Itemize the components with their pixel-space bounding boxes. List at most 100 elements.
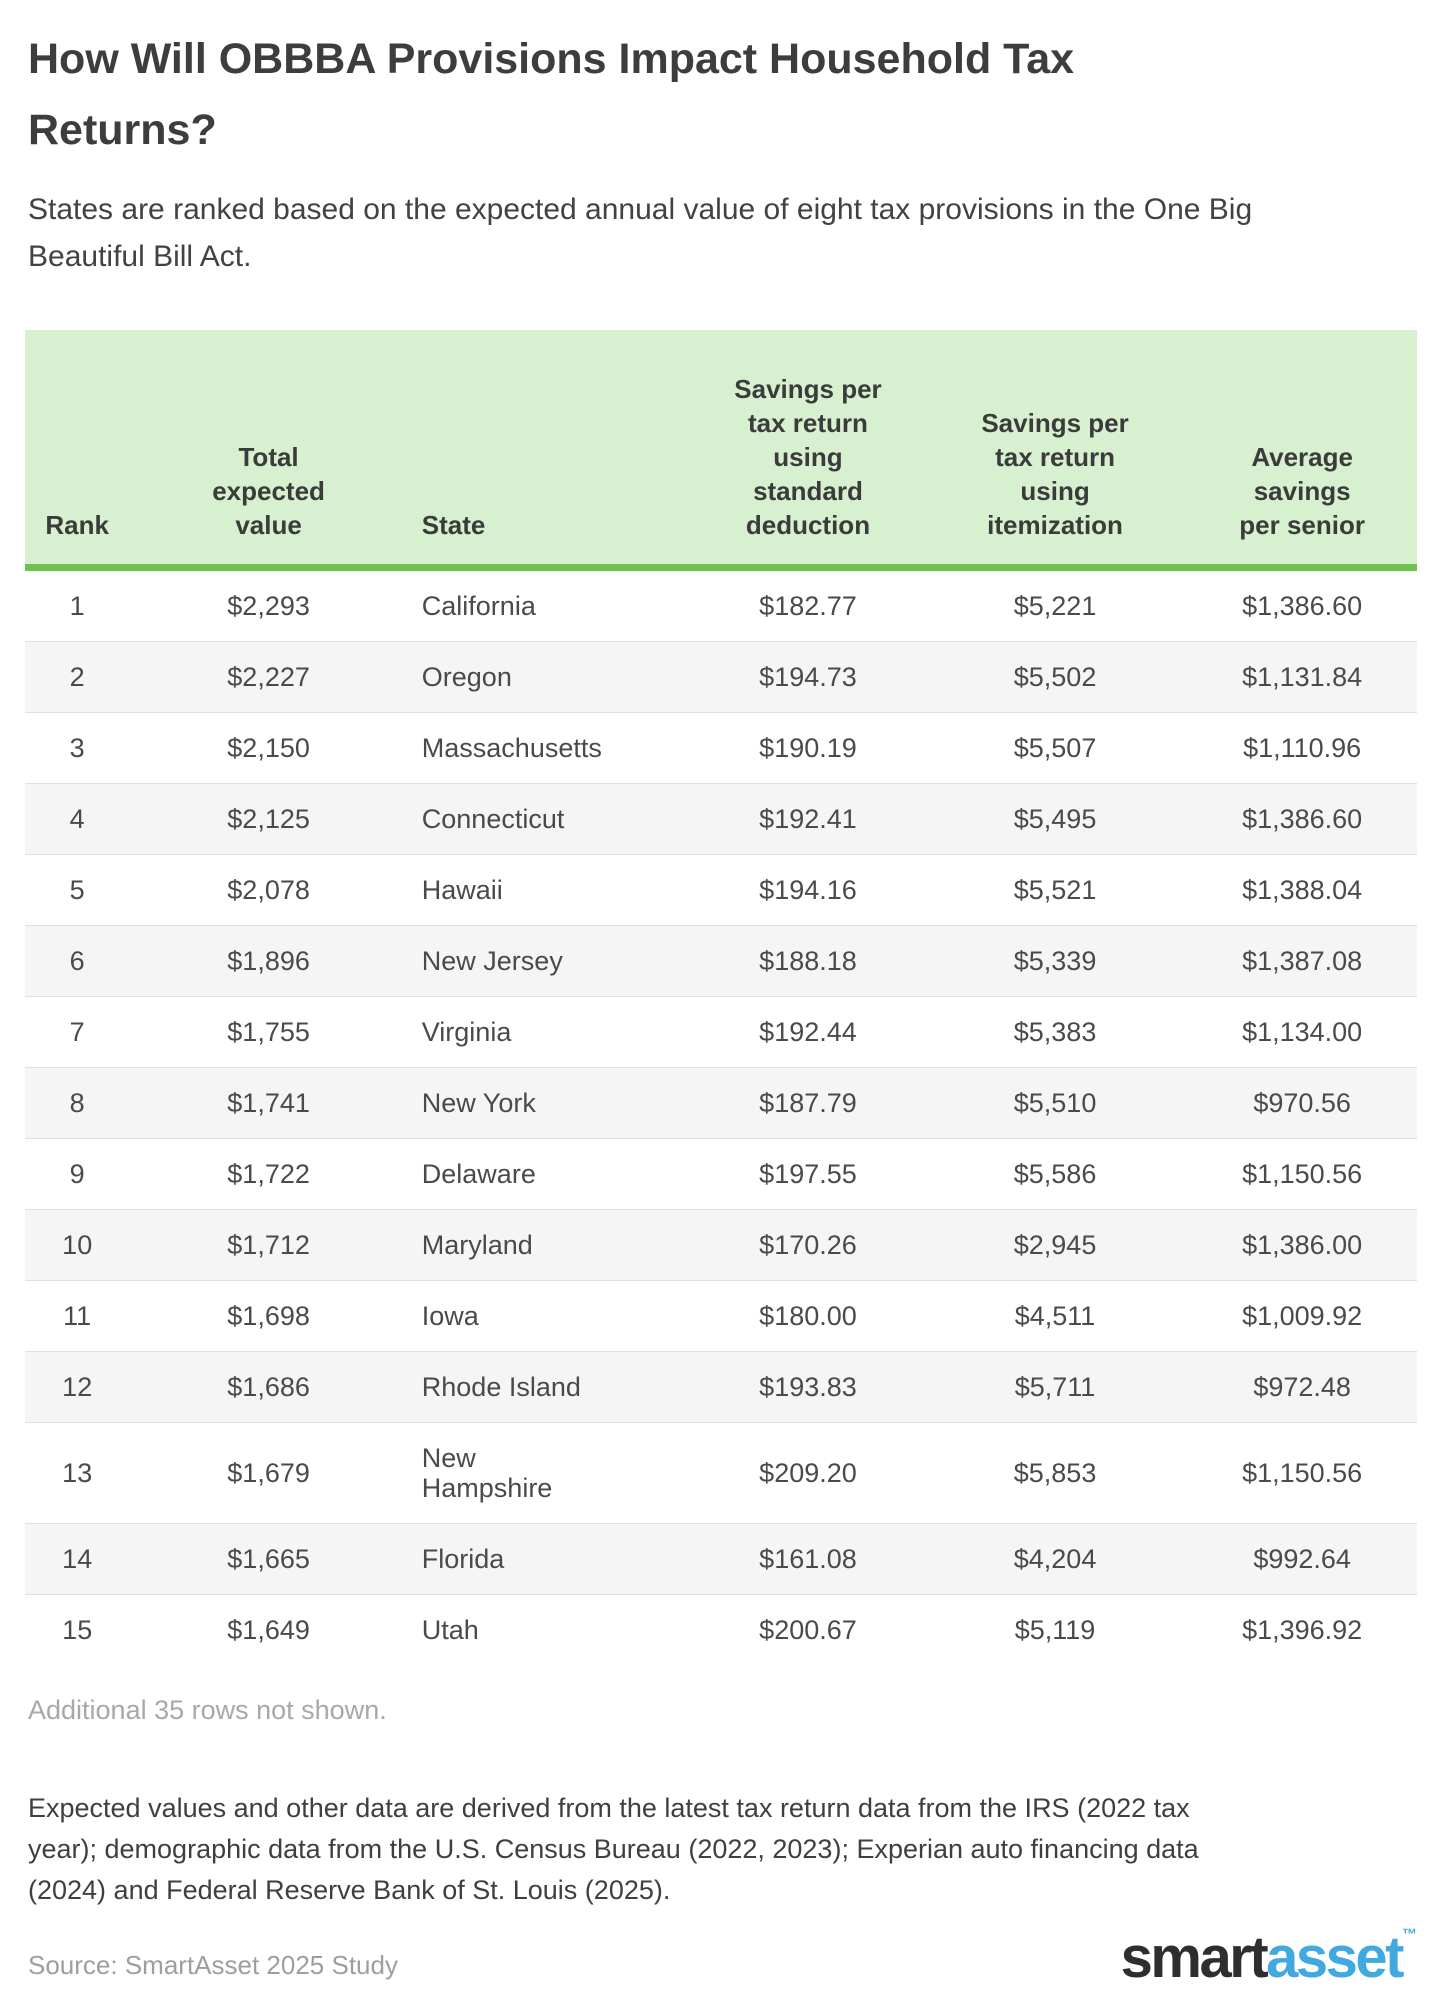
cell-state: New York xyxy=(421,1088,536,1118)
cell-rank: 5 xyxy=(69,875,85,905)
column-header-total_expected_value: Total expected value xyxy=(129,330,408,571)
cell-rank: 14 xyxy=(62,1544,93,1574)
cell-avg_savings_per_senior: $1,009.92 xyxy=(1242,1301,1363,1331)
cell-state: California xyxy=(421,591,536,621)
state-rankings-table: Rank Total expected value State Savings per… xyxy=(25,330,1417,1665)
logo-smart-text: smart xyxy=(1120,1925,1269,1990)
table-row: 9 $1,722 Delaware $197.55 $5,586 $1,150.56 xyxy=(25,1138,1417,1210)
table-row: 13 $1,679 New Hampshire $209.20 $5,853 $1,150… xyxy=(25,1422,1417,1524)
infographic: How Will OBBBA Provisions Impact Househo… xyxy=(0,24,1440,1987)
bottom-row: Source: SmartAsset 2025 Study smartasset… xyxy=(25,1927,1417,1987)
cell-savings_standard_deduction: $200.67 xyxy=(759,1615,857,1645)
cell-avg_savings_per_senior: $1,110.96 xyxy=(1243,733,1362,763)
cell-total_expected_value: $1,722 xyxy=(227,1159,310,1189)
cell-savings_itemization: $5,502 xyxy=(1013,662,1097,692)
cell-savings_itemization: $5,507 xyxy=(1013,733,1097,763)
cell-rank: 13 xyxy=(62,1458,93,1488)
cell-avg_savings_per_senior: $1,150.56 xyxy=(1242,1458,1363,1488)
cell-rank: 3 xyxy=(69,733,85,763)
cell-state: Iowa xyxy=(421,1301,479,1331)
logo-trademark: ™ xyxy=(1402,1926,1417,1943)
cell-rank: 1 xyxy=(69,591,85,621)
cell-savings_standard_deduction: $188.18 xyxy=(759,946,857,976)
cell-total_expected_value: $1,649 xyxy=(227,1615,310,1645)
cell-total_expected_value: $1,741 xyxy=(227,1088,310,1118)
smartasset-logo: smartasset™ xyxy=(1121,1927,1417,1987)
cell-savings_itemization: $5,383 xyxy=(1013,1017,1097,1047)
cell-rank: 2 xyxy=(69,662,85,692)
table-row: 5 $2,078 Hawaii $194.16 $5,521 $1,388.04 xyxy=(25,854,1417,926)
column-header-savings_itemization: Savings per tax return using itemization xyxy=(922,330,1188,571)
cell-state: Delaware xyxy=(421,1159,536,1189)
table-head: Rank Total expected value State Savings per… xyxy=(25,330,1417,571)
cell-savings_itemization: $4,204 xyxy=(1013,1544,1097,1574)
cell-avg_savings_per_senior: $1,131.84 xyxy=(1242,662,1363,692)
cell-savings_itemization: $5,119 xyxy=(1014,1615,1096,1645)
cell-savings_itemization: $5,495 xyxy=(1013,804,1097,834)
cell-savings_standard_deduction: $190.19 xyxy=(759,733,857,763)
cell-avg_savings_per_senior: $970.56 xyxy=(1253,1088,1351,1118)
cell-savings_standard_deduction: $170.26 xyxy=(759,1230,857,1260)
cell-state: Utah xyxy=(421,1615,479,1645)
cell-savings_itemization: $5,853 xyxy=(1013,1458,1097,1488)
column-header-rank: Rank xyxy=(25,330,130,571)
table-row: 1 $2,293 California $182.77 $5,221 $1,386.60 xyxy=(25,568,1417,642)
cell-avg_savings_per_senior: $1,387.08 xyxy=(1242,946,1363,976)
logo-asset-text: asset xyxy=(1266,1925,1404,1990)
cell-rank: 8 xyxy=(69,1088,85,1118)
cell-rank: 15 xyxy=(62,1615,93,1645)
cell-avg_savings_per_senior: $992.64 xyxy=(1253,1544,1351,1574)
cell-state: Rhode Island xyxy=(421,1372,581,1402)
cell-savings_standard_deduction: $192.44 xyxy=(759,1017,857,1047)
cell-savings_standard_deduction: $197.55 xyxy=(759,1159,857,1189)
table-row: 14 $1,665 Florida $161.08 $4,204 $992.64 xyxy=(25,1523,1417,1595)
cell-state: New Hampshire xyxy=(421,1443,553,1503)
cell-savings_standard_deduction: $182.77 xyxy=(759,591,857,621)
column-header-state: State xyxy=(407,330,694,571)
additional-rows-note: Additional 35 rows not shown. xyxy=(28,1695,387,1725)
cell-state: Massachusetts xyxy=(421,733,602,763)
page-title: How Will OBBBA Provisions Impact Househo… xyxy=(28,35,1075,154)
cell-savings_itemization: $5,221 xyxy=(1013,591,1097,621)
cell-total_expected_value: $1,686 xyxy=(227,1372,310,1402)
cell-rank: 10 xyxy=(62,1230,93,1260)
cell-rank: 12 xyxy=(62,1372,93,1402)
cell-avg_savings_per_senior: $1,388.04 xyxy=(1242,875,1363,905)
cell-state: Connecticut xyxy=(421,804,565,834)
cell-total_expected_value: $1,755 xyxy=(227,1017,310,1047)
cell-avg_savings_per_senior: $972.48 xyxy=(1253,1372,1351,1402)
table-row: 15 $1,649 Utah $200.67 $5,119 $1,396.92 xyxy=(25,1594,1417,1666)
cell-total_expected_value: $2,293 xyxy=(227,591,310,621)
cell-state: Maryland xyxy=(421,1230,533,1260)
table-row: 2 $2,227 Oregon $194.73 $5,502 $1,131.84 xyxy=(25,641,1417,713)
table-row: 6 $1,896 New Jersey $188.18 $5,339 $1,387.08 xyxy=(25,925,1417,997)
cell-total_expected_value: $2,227 xyxy=(227,662,310,692)
cell-savings_standard_deduction: $194.73 xyxy=(759,662,857,692)
page-subtitle: States are ranked based on the expected … xyxy=(28,193,1253,273)
table-row: 8 $1,741 New York $187.79 $5,510 $970.56 xyxy=(25,1067,1417,1139)
cell-avg_savings_per_senior: $1,150.56 xyxy=(1242,1159,1363,1189)
table-row: 11 $1,698 Iowa $180.00 $4,511 $1,009.92 xyxy=(25,1280,1417,1352)
methodology-note: Expected values and other data are deriv… xyxy=(28,1793,1199,1905)
cell-savings_itemization: $2,945 xyxy=(1013,1230,1097,1260)
cell-avg_savings_per_senior: $1,386.00 xyxy=(1242,1230,1363,1260)
source-credit: Source: SmartAsset 2025 Study xyxy=(28,1950,398,1980)
table-row: 12 $1,686 Rhode Island $193.83 $5,711 $972.48 xyxy=(25,1351,1417,1423)
cell-rank: 11 xyxy=(63,1301,92,1331)
cell-total_expected_value: $1,665 xyxy=(227,1544,310,1574)
cell-savings_standard_deduction: $187.79 xyxy=(759,1088,857,1118)
cell-state: New Jersey xyxy=(421,946,563,976)
cell-total_expected_value: $1,896 xyxy=(227,946,310,976)
table-row: 7 $1,755 Virginia $192.44 $5,383 $1,134.00 xyxy=(25,996,1417,1068)
cell-savings_standard_deduction: $209.20 xyxy=(759,1458,857,1488)
cell-avg_savings_per_senior: $1,396.92 xyxy=(1242,1615,1363,1645)
cell-savings_itemization: $5,510 xyxy=(1013,1088,1097,1118)
cell-savings_standard_deduction: $194.16 xyxy=(759,875,857,905)
cell-savings_itemization: $5,339 xyxy=(1013,946,1097,976)
cell-rank: 9 xyxy=(69,1159,85,1189)
cell-savings_itemization: $5,521 xyxy=(1013,875,1097,905)
cell-savings_standard_deduction: $180.00 xyxy=(759,1301,857,1331)
cell-rank: 6 xyxy=(69,946,85,976)
cell-savings_standard_deduction: $161.08 xyxy=(759,1544,857,1574)
cell-total_expected_value: $2,078 xyxy=(227,875,310,905)
